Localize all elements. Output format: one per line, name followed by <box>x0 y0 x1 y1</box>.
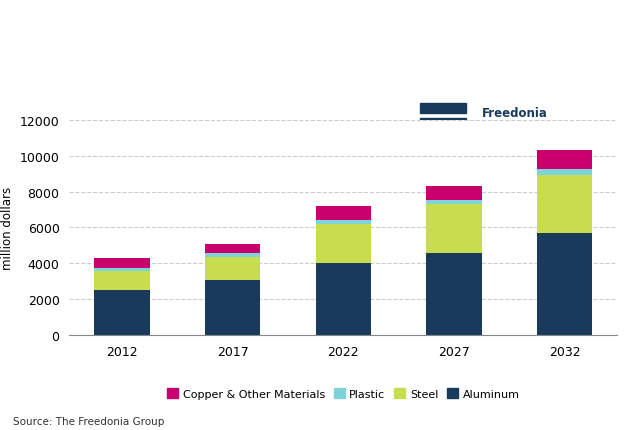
Bar <box>205 258 260 281</box>
Text: Group: Group <box>483 128 510 137</box>
Bar <box>94 271 149 291</box>
Bar <box>537 170 592 176</box>
Bar <box>316 206 371 221</box>
Bar <box>537 151 592 170</box>
Bar <box>316 221 371 224</box>
Text: Figure 3-5.
Gutter & Downspout Demand by Material,
2012, 2017, 2022, 2027, & 203: Figure 3-5. Gutter & Downspout Demand by… <box>9 8 288 78</box>
Bar <box>427 205 482 253</box>
Bar <box>205 254 260 258</box>
Bar <box>316 264 371 335</box>
Bar <box>427 187 482 201</box>
Bar <box>427 253 482 335</box>
Y-axis label: million dollars: million dollars <box>1 187 14 269</box>
Bar <box>537 233 592 335</box>
Text: Freedonia: Freedonia <box>483 107 548 120</box>
Legend: Copper & Other Materials, Plastic, Steel, Aluminum: Copper & Other Materials, Plastic, Steel… <box>163 384 524 403</box>
FancyBboxPatch shape <box>420 119 466 128</box>
Bar <box>537 176 592 233</box>
Bar <box>205 281 260 335</box>
FancyBboxPatch shape <box>420 104 466 114</box>
Text: Source: The Freedonia Group: Source: The Freedonia Group <box>13 416 164 426</box>
Bar <box>94 268 149 271</box>
Bar <box>205 244 260 254</box>
Bar <box>94 258 149 268</box>
Bar <box>427 201 482 205</box>
FancyBboxPatch shape <box>420 133 445 142</box>
Bar <box>94 291 149 335</box>
Bar <box>316 224 371 264</box>
